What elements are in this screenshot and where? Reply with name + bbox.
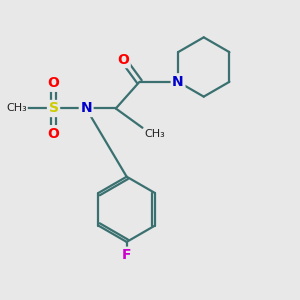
Text: O: O xyxy=(48,127,59,141)
Text: O: O xyxy=(117,52,129,67)
Text: N: N xyxy=(172,75,184,89)
Text: N: N xyxy=(80,101,92,116)
Text: CH₃: CH₃ xyxy=(144,129,165,139)
Text: CH₃: CH₃ xyxy=(6,103,27,113)
Text: F: F xyxy=(122,248,131,262)
Text: S: S xyxy=(49,101,58,116)
Text: O: O xyxy=(48,76,59,90)
